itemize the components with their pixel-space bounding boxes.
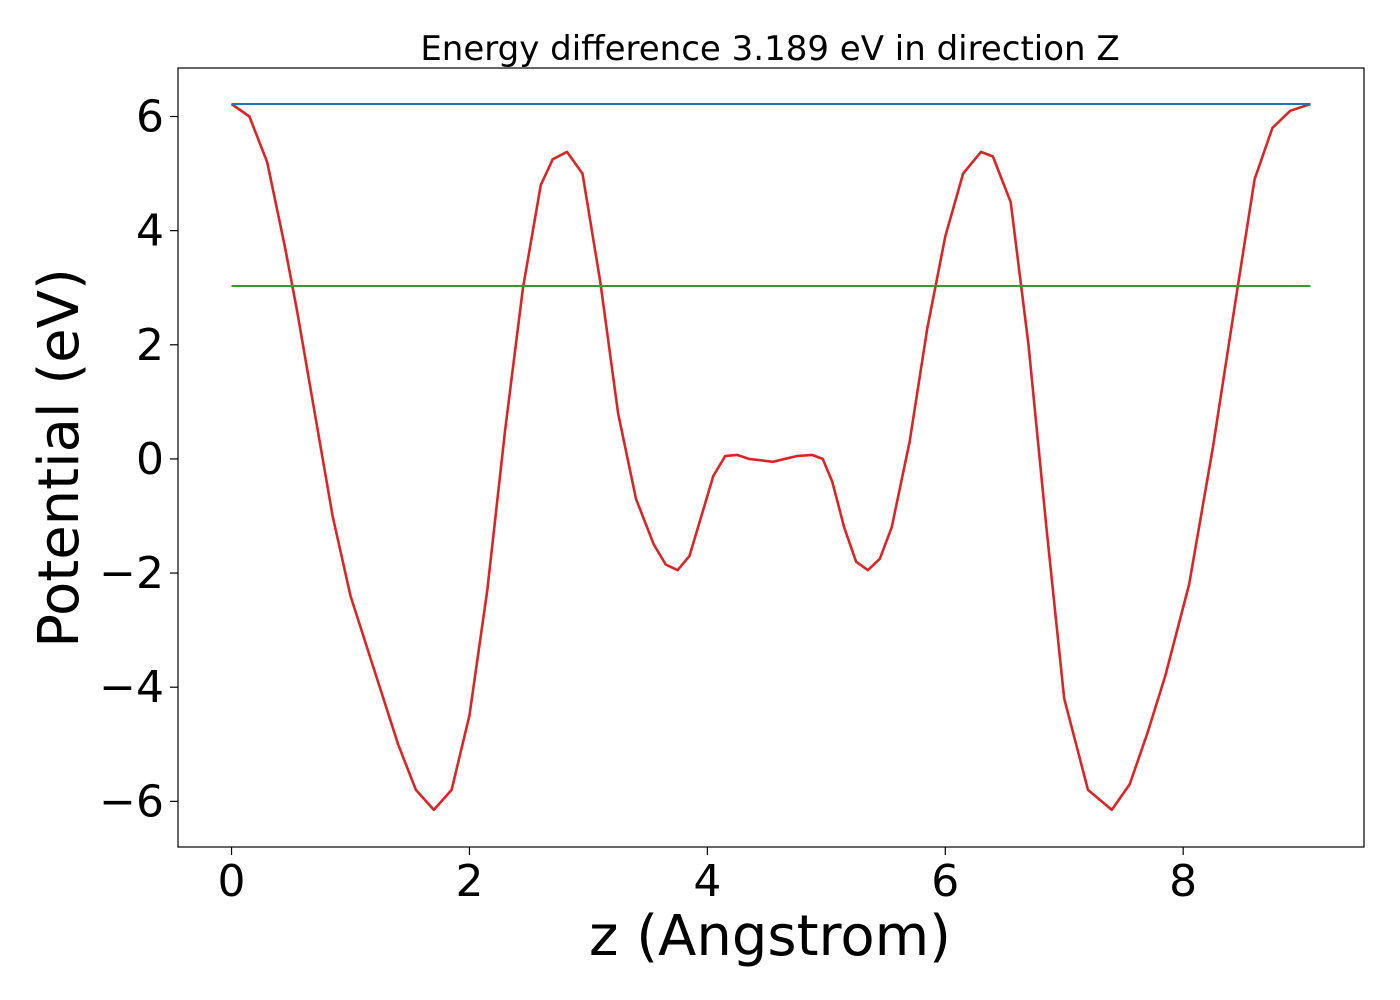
- y-tick-label: 2: [136, 320, 164, 371]
- x-tick-label: 2: [455, 856, 483, 907]
- x-tick-label: 0: [218, 856, 246, 907]
- series-layer: [230, 102, 1311, 812]
- y-axis: 6 4 2 0 −2 −4 −6: [99, 92, 178, 827]
- x-axis-label: z (Angstrom): [589, 904, 951, 969]
- y-tick-label: 4: [136, 206, 164, 257]
- y-tick-label: −2: [99, 548, 164, 599]
- y-tick-label: 6: [136, 92, 164, 143]
- x-axis: 0 2 4 6 8: [218, 847, 1197, 907]
- y-tick-label: 0: [136, 434, 164, 485]
- y-axis-label: Potential (eV): [27, 268, 92, 648]
- plot-frame: [177, 67, 1365, 848]
- y-tick-label: −4: [99, 662, 164, 713]
- potential-curve-line: [230, 102, 1311, 812]
- x-tick-label: 8: [1169, 856, 1197, 907]
- chart-title: Energy difference 3.189 eV in direction …: [420, 29, 1119, 69]
- y-tick-label: −6: [99, 776, 164, 827]
- x-tick-label: 4: [693, 856, 721, 907]
- x-tick-label: 6: [931, 856, 959, 907]
